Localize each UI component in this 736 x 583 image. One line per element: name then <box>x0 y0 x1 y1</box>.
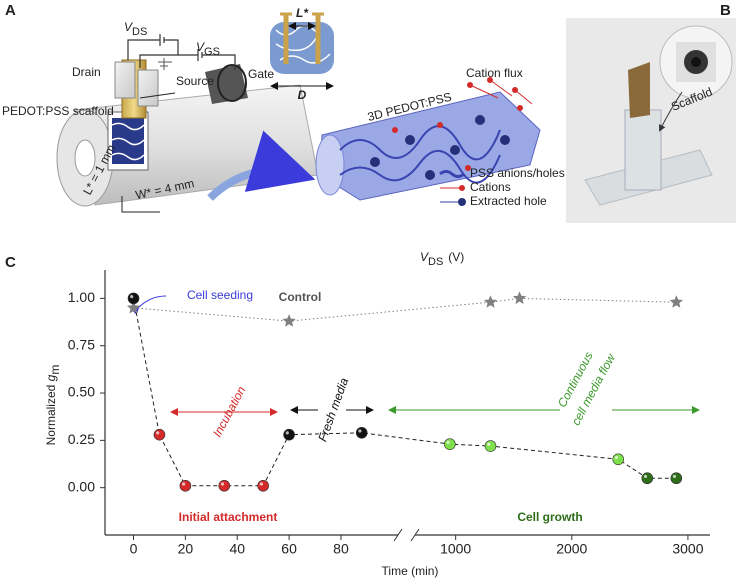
x-tick-label: 20 <box>178 541 194 557</box>
unit: (V) <box>448 250 464 264</box>
panel-letter: B <box>720 2 731 19</box>
data-point <box>126 300 141 314</box>
highlight <box>156 431 160 435</box>
x-tick-label: 80 <box>333 541 349 557</box>
axis-break <box>393 528 420 542</box>
y-tick-label: 0.00 <box>68 478 95 494</box>
inset-diameter-label: D <box>298 88 307 102</box>
legend-label: PSS anions/holes <box>470 166 565 180</box>
highlight <box>181 482 186 486</box>
subscript: m <box>48 365 62 375</box>
annotation: Incubation <box>210 384 249 440</box>
highlight <box>130 294 134 299</box>
highlight <box>220 482 225 486</box>
x-tick-label: 2000 <box>556 541 587 557</box>
y-axis-title: Normalized gm <box>44 365 62 446</box>
data-point <box>179 479 192 492</box>
y-tick-label: 0.25 <box>68 431 95 447</box>
symbol: V <box>196 40 205 54</box>
prefix: Normalized <box>44 381 58 445</box>
annotation: Cell seeding <box>187 288 253 302</box>
gate-label: Gate <box>248 67 274 81</box>
scaffold-label: PEDOT:PSS scaffold <box>2 104 114 118</box>
x-tick-label: 3000 <box>672 541 703 557</box>
series-label: Control <box>279 290 322 304</box>
inset-length-label: L* <box>296 6 309 20</box>
device-photo <box>566 18 736 223</box>
highlight <box>487 442 491 446</box>
data-point <box>218 479 231 492</box>
scaffold-3d <box>315 77 541 206</box>
symbol: g <box>44 374 58 381</box>
data-point <box>153 428 166 441</box>
symbol: V <box>124 20 133 34</box>
data-point <box>484 440 497 452</box>
chart <box>104 270 710 542</box>
highlight <box>614 455 619 460</box>
legend-label: Extracted hole <box>470 194 547 208</box>
data-point <box>282 314 296 327</box>
drain-label: Drain <box>72 65 101 79</box>
panel-letter: A <box>5 2 16 19</box>
series-label: Initial attachment <box>179 510 278 524</box>
legend-label: Cations <box>470 180 511 194</box>
top-axis-title: VDS (V) <box>420 250 464 268</box>
subscript: DS <box>428 256 443 268</box>
data-point <box>257 479 269 492</box>
highlight <box>358 429 362 433</box>
source-label: Source <box>176 74 214 88</box>
x-axis-title: Time (min) <box>382 564 439 578</box>
x-tick-label: 1000 <box>440 541 471 557</box>
panel-letter: C <box>5 254 16 271</box>
data-point <box>669 295 683 308</box>
highlight <box>643 474 648 479</box>
data-point <box>512 291 527 305</box>
subscript: GS <box>204 46 220 58</box>
data-point <box>483 295 498 308</box>
data-point <box>612 453 625 466</box>
x-tick-label: 40 <box>229 541 245 557</box>
data-point <box>283 428 295 441</box>
cation-flux-label: Cation flux <box>466 66 523 80</box>
highlight <box>259 482 263 486</box>
series-label: Cell growth <box>517 510 582 524</box>
highlight <box>672 474 677 479</box>
arrow <box>130 295 167 316</box>
vds-label: VDS <box>124 20 147 38</box>
subscript: DS <box>132 26 147 38</box>
symbol: V <box>420 250 429 264</box>
scaffold-inset <box>207 12 334 201</box>
vgs-label: VGS <box>196 40 220 58</box>
control-line <box>133 297 677 322</box>
data-point <box>670 472 683 485</box>
data-point <box>355 426 368 439</box>
y-tick-label: 0.50 <box>68 384 95 400</box>
device-schematic <box>56 34 319 213</box>
data-point <box>444 438 456 450</box>
x-tick-label: 0 <box>130 541 138 557</box>
highlight <box>446 440 450 444</box>
data-point <box>127 292 140 305</box>
data-point <box>641 472 654 485</box>
y-tick-label: 1.00 <box>68 289 95 305</box>
y-tick-label: 0.75 <box>68 336 95 352</box>
x-tick-label: 60 <box>281 541 297 557</box>
highlight <box>285 431 289 435</box>
